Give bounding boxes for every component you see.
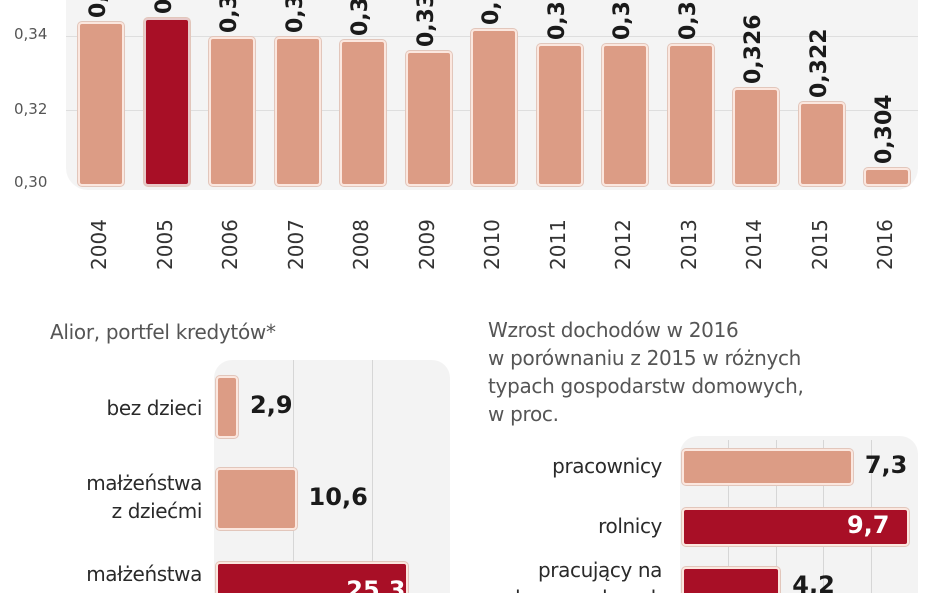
bar-2014: [733, 87, 779, 186]
bar: [682, 449, 853, 485]
x-tick-year: 2009: [414, 219, 439, 270]
category-label: bez dzieci: [20, 394, 203, 422]
bar-value-label: 0,336: [413, 0, 439, 48]
y-tick: 0,32: [14, 100, 48, 118]
category-label: małżeństwa z dziećmi: [20, 469, 202, 525]
bar: [216, 376, 239, 438]
x-tick-year: 2008: [349, 219, 373, 270]
x-tick-year: 2013: [676, 219, 701, 270]
x-tick-year: 2015: [807, 219, 832, 270]
bar-value-label: 7,3: [864, 451, 908, 479]
gini-bar-chart: 0,34 0,32 0,30 0,344 2004 0,345 2005 0,340 20…: [0, 0, 948, 290]
right-chart-title: Wzrost dochodów w 2016 w porównaniu z 20…: [488, 316, 804, 428]
category-label-line: małżeństwa: [86, 471, 202, 495]
bar-2004: [78, 21, 124, 186]
title-line: w porównaniu z 2015 w różnych: [488, 346, 802, 370]
bar-2010: [471, 29, 517, 186]
bar: [216, 562, 409, 593]
bar-2006: [209, 36, 255, 186]
bar-value-label: 0,304: [872, 94, 897, 165]
category-label-line: rolnicy: [598, 514, 662, 538]
bar-2005: [143, 18, 190, 186]
bar-2007: [274, 36, 321, 186]
bar-value-label: 2,9: [250, 391, 293, 419]
bar-2012: [602, 43, 648, 186]
y-tick: 0,30: [14, 173, 48, 191]
bar-value-label: 0,326: [741, 14, 766, 84]
bar-value-label: 0,338: [610, 0, 635, 40]
x-tick-year: 2004: [87, 219, 111, 270]
bar-2016: [864, 168, 910, 186]
category-label-line: z dziećmi: [111, 499, 203, 523]
bar-value-label: 0,338: [544, 0, 570, 40]
title-line: w proc.: [488, 402, 559, 426]
left-chart-title: Alior, portfel kredytów*: [50, 320, 276, 344]
bar-value-label: 0,342: [479, 0, 509, 25]
bar-value-label: 25,3: [346, 576, 406, 593]
bar-2008: [340, 40, 386, 186]
x-tick-year: 2014: [742, 219, 766, 270]
bar-2011: [536, 43, 583, 186]
bar-value-label: 0,338: [675, 0, 701, 40]
bar-value-label: 0,344: [86, 0, 116, 18]
category-label-line: własny rachunek: [470, 584, 662, 593]
bar-value-label: 0,340: [217, 0, 247, 33]
bar: [682, 567, 781, 593]
bar-value-label: 0,339: [348, 0, 373, 37]
category-label: pracujący na własny rachunek: [470, 556, 662, 593]
bar-2015: [798, 102, 845, 186]
bar: [216, 468, 297, 530]
bar-value-label: 0,322: [806, 28, 832, 99]
bar-value-label: 4,2: [792, 571, 835, 593]
gridline: [372, 360, 373, 593]
category-label: pracownicy: [470, 452, 662, 480]
bar-value-label: 0,345: [152, 0, 182, 14]
x-tick-year: 2007: [283, 219, 308, 270]
bar: [682, 508, 909, 546]
bar-2009: [405, 51, 452, 186]
y-tick: 0,34: [14, 25, 48, 43]
x-tick-year: 2012: [611, 219, 635, 270]
category-label: rolnicy: [470, 512, 662, 540]
x-tick-year: 2016: [873, 219, 897, 270]
bar-value-label: 9,7: [846, 511, 890, 539]
category-label-line: pracownicy: [552, 454, 662, 478]
category-label-line: bez dzieci: [106, 396, 203, 420]
title-line: typach gospodarstw domowych,: [488, 374, 804, 398]
category-label-line: małżeństwa: [86, 562, 202, 586]
bar-value-label: 0,340: [283, 0, 313, 33]
x-tick-year: 2010: [480, 219, 504, 270]
bar-2013: [667, 43, 714, 186]
bar-value-label: 10,6: [308, 483, 368, 511]
category-label: małżeństwa: [20, 560, 202, 588]
x-tick-year: 2005: [152, 219, 177, 270]
x-tick-year: 2006: [218, 219, 242, 270]
x-tick-year: 2011: [545, 219, 570, 270]
category-label-line: pracujący na: [538, 558, 662, 582]
title-line: Wzrost dochodów w 2016: [488, 318, 739, 342]
